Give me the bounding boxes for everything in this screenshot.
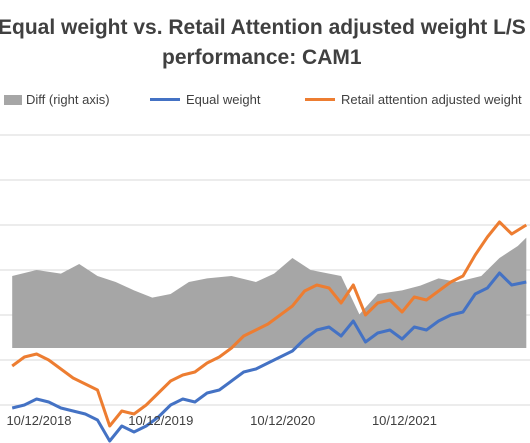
- legend-swatch-retail: [305, 98, 335, 101]
- legend-swatch-equal: [150, 98, 180, 101]
- x-tick-label-3: 10/12/2021: [372, 413, 437, 428]
- x-tick-label-1: 10/12/2019: [128, 413, 193, 428]
- line-series: [11, 220, 528, 443]
- series-line-retail-attention: [11, 220, 528, 428]
- x-tick-label-0: 10/12/2018: [6, 413, 71, 428]
- legend-swatch-diff: [4, 94, 22, 105]
- chart-legend: Diff (right axis) Equal weight Retail at…: [0, 92, 530, 110]
- legend-item-retail: Retail attention adjusted weight: [305, 92, 522, 107]
- series-line-equal-weight: [11, 271, 527, 443]
- chart-title-line-1: Equal weight vs. Retail Attention adjust…: [0, 16, 526, 39]
- series-diff-area: [12, 237, 527, 348]
- legend-label-diff: Diff (right axis): [26, 92, 110, 107]
- chart-title-line-2: performance: CAM1: [162, 46, 362, 69]
- diff-area-series: [12, 237, 527, 348]
- legend-item-equal: Equal weight: [150, 92, 260, 107]
- x-axis-ticks: 10/12/2018 10/12/2019 10/12/2020 10/12/2021: [6, 413, 437, 428]
- legend-label-retail: Retail attention adjusted weight: [341, 92, 522, 107]
- x-tick-label-2: 10/12/2020: [250, 413, 315, 428]
- legend-label-equal: Equal weight: [186, 92, 261, 107]
- legend-item-diff: Diff (right axis): [4, 92, 110, 107]
